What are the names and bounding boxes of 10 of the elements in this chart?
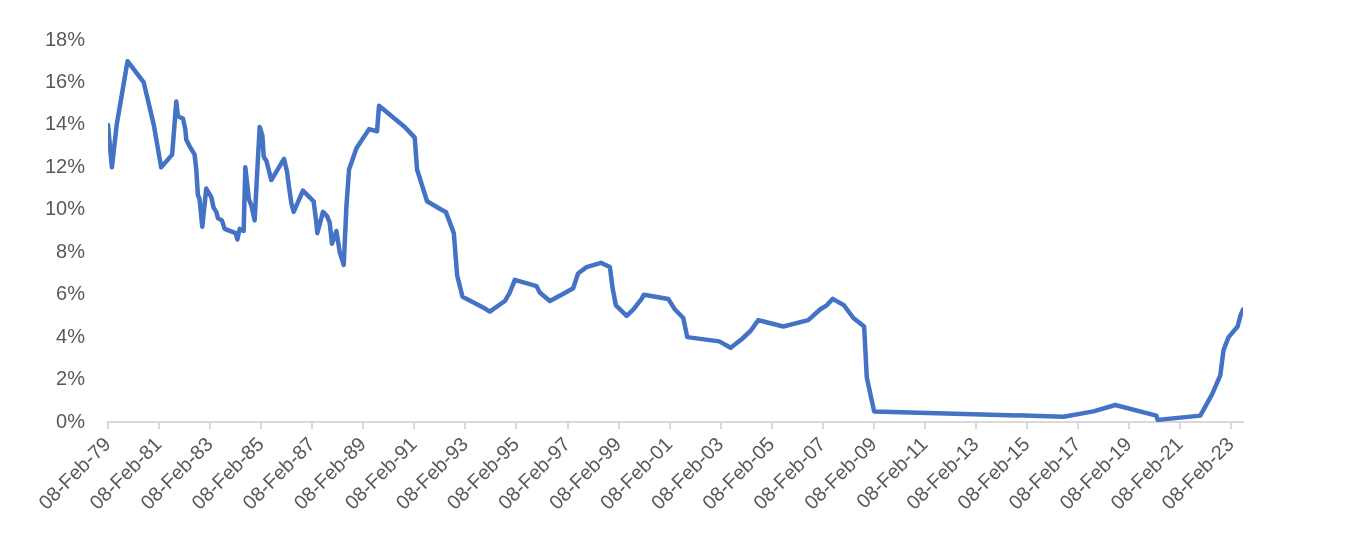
y-tick-label: 14% <box>44 112 86 135</box>
y-tick-label: 6% <box>56 282 86 305</box>
y-tick-label: 0% <box>56 409 86 432</box>
y-tick-label: 10% <box>44 197 86 220</box>
y-tick-label: 4% <box>56 324 86 347</box>
y-tick-label: 12% <box>44 154 86 177</box>
y-tick-label: 18% <box>44 27 86 50</box>
y-tick-label: 2% <box>56 367 86 390</box>
y-tick-label: 8% <box>56 239 86 262</box>
y-tick-label: 16% <box>44 69 86 92</box>
